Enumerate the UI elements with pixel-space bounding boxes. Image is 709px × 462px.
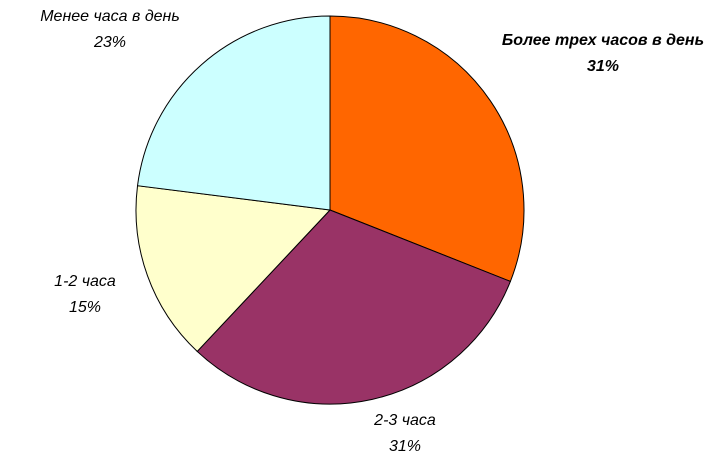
category-label: 2-3 часа [374,412,436,429]
value-label: 31% [586,58,620,75]
category-label: Менее часа в день [40,8,180,25]
slice-label: Более трех часов в день 31% [493,28,709,80]
slice-label: 2-3 часа 31% [345,408,465,460]
value-label: 31% [388,438,422,455]
category-label: 1-2 часа [54,273,116,290]
pie-slice [329,15,525,283]
slice-label: 1-2 часа 15% [25,269,145,321]
category-label: Более трех часов в день [501,32,705,49]
value-label: 15% [68,299,102,316]
pie-slice [136,15,331,211]
value-label: 23% [93,34,127,51]
pie-slice [135,185,332,353]
slice-label: Менее часа в день 23% [10,4,210,56]
pie-slice [196,209,512,405]
